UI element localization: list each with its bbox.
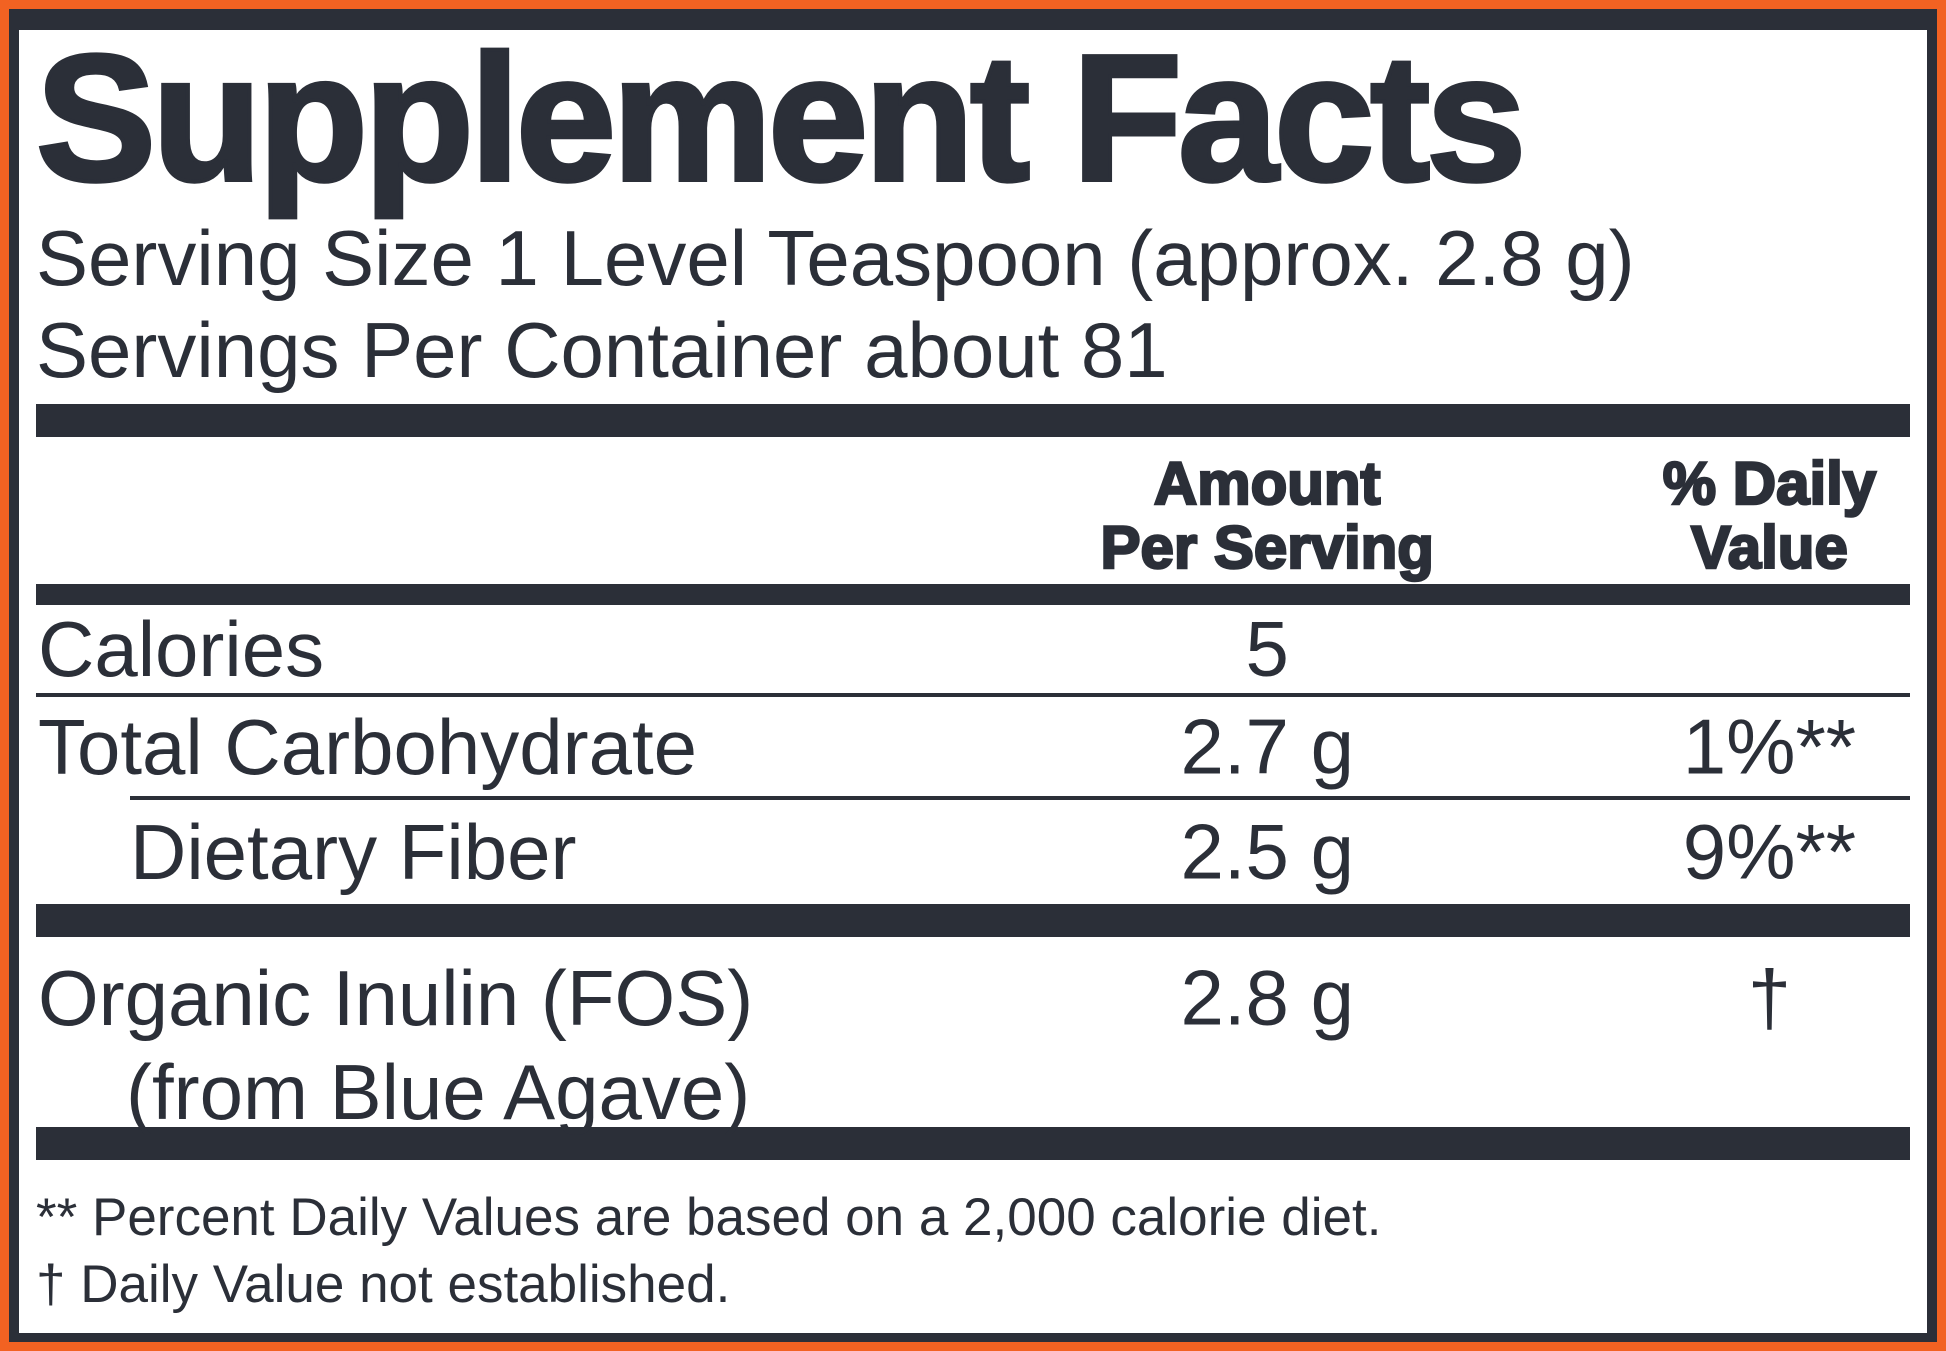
row-daily-value: 1%** <box>1682 702 1857 790</box>
row-label-line2: (from Blue Agave) <box>126 1048 751 1136</box>
row-amount: 2.5 g <box>1180 807 1354 896</box>
daily-value-header-line2: Value <box>1690 514 1849 581</box>
row-label: Organic Inulin (FOS) (from Blue Agave) <box>38 951 753 1139</box>
table-header-row: Amount Per Serving % Daily Value <box>36 437 1910 584</box>
amount-header-line1: Amount <box>1153 450 1382 517</box>
page-title: Supplement Facts <box>34 30 1528 219</box>
row-daily-value-dagger: † <box>1747 953 1792 1042</box>
servings-per-container-line: Servings Per Container about 81 <box>36 306 1168 394</box>
footnote-percent-daily-values: ** Percent Daily Values are based on a 2… <box>36 1188 1382 1247</box>
row-label: Dietary Fiber <box>130 808 577 896</box>
label-content: Supplement Facts Serving Size 1 Level Te… <box>19 30 1927 1333</box>
table-row-total-carbohydrate: Total Carbohydrate 2.7 g 1%** <box>36 697 1910 796</box>
row-daily-value: 9%** <box>1682 807 1857 896</box>
separator-bar-middle <box>36 904 1910 937</box>
column-header-daily-value: % Daily Value <box>1661 450 1877 581</box>
row-amount: 5 <box>1245 604 1289 693</box>
footnotes: ** Percent Daily Values are based on a 2… <box>36 1184 1910 1318</box>
serving-size-line: Serving Size 1 Level Teaspoon (approx. 2… <box>36 214 1635 302</box>
daily-value-header-line1: % Daily <box>1661 450 1877 517</box>
label-inner-frame: Supplement Facts Serving Size 1 Level Te… <box>9 9 1937 1342</box>
separator-bar-bottom <box>36 1127 1910 1160</box>
row-label: Total Carbohydrate <box>38 702 698 791</box>
separator-bar-header <box>36 584 1910 605</box>
footnote-daily-value-not-established: † Daily Value not established. <box>36 1255 731 1314</box>
table-row-dietary-fiber: Dietary Fiber 2.5 g 9%** <box>36 800 1910 904</box>
row-amount: 2.7 g <box>1180 702 1354 790</box>
divider-indented <box>130 796 1910 800</box>
row-amount: 2.8 g <box>1180 953 1354 1042</box>
separator-bar-top <box>36 404 1910 437</box>
amount-header-line2: Per Serving <box>1099 514 1435 581</box>
column-header-amount-per-serving: Amount Per Serving <box>1099 450 1435 581</box>
table-row-organic-inulin: Organic Inulin (FOS) (from Blue Agave) 2… <box>36 937 1910 1137</box>
serving-info: Serving Size 1 Level Teaspoon (approx. 2… <box>36 212 1910 396</box>
row-label: Calories <box>38 605 325 693</box>
table-row-calories: Calories 5 <box>36 605 1910 697</box>
row-label-line1: Organic Inulin (FOS) <box>38 954 754 1042</box>
